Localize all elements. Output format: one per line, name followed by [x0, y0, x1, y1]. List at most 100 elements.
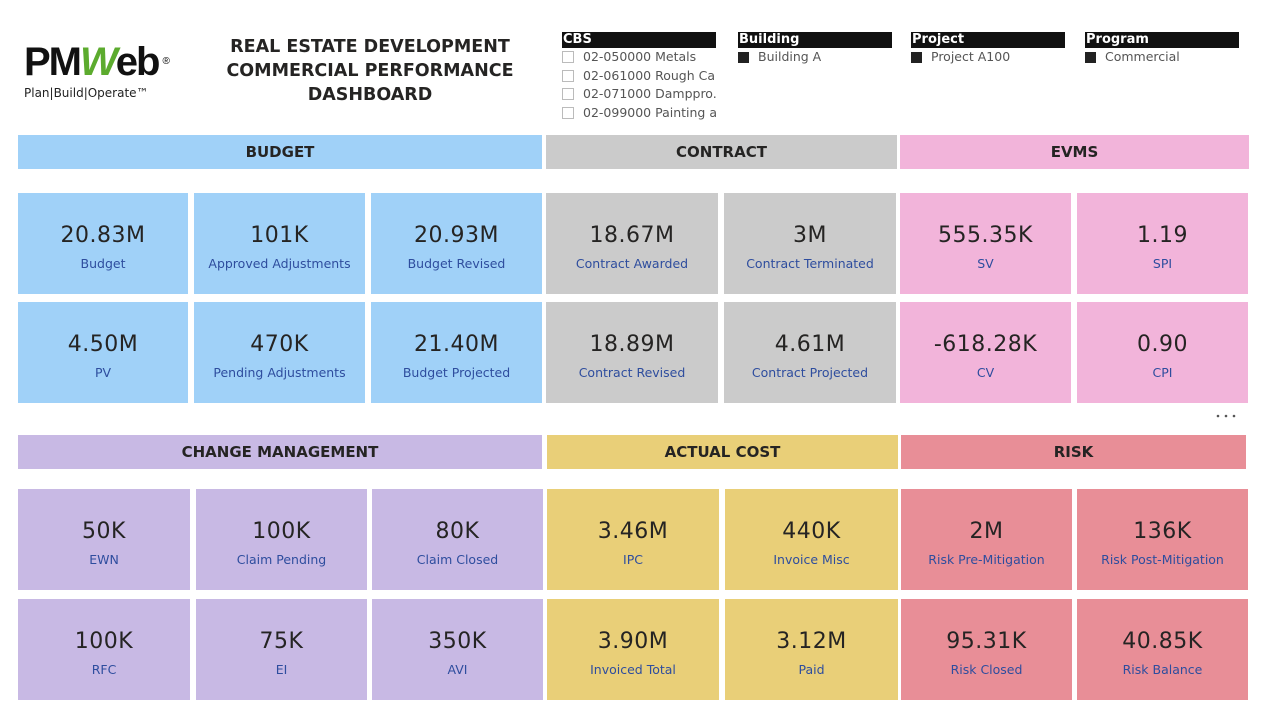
more-options[interactable] [1208, 406, 1244, 426]
selected-box [738, 51, 749, 63]
kpi-value: 440K [782, 519, 841, 544]
kpi-label: EI [275, 662, 288, 677]
logo: PMWeb ® Plan|Build|Operate™ [24, 40, 170, 100]
kpi-label: Contract Terminated [746, 256, 874, 271]
section-header: RISK [901, 435, 1246, 469]
kpi-label: Claim Pending [236, 552, 327, 567]
kpi-value: 20.93M [414, 223, 499, 248]
logo-registered: ® [162, 56, 170, 67]
slicer-item-label: 02-050000 Metals [583, 49, 697, 65]
section-header: CONTRACT [546, 135, 897, 169]
kpi-value: 470K [250, 332, 309, 357]
kpi-value: 50K [82, 519, 126, 544]
kpi-card: 20.83M Budget [18, 193, 188, 294]
kpi-value: 21.40M [414, 332, 499, 357]
kpi-label: CPI [1152, 365, 1173, 380]
slicer[interactable]: Project Project A100 [911, 32, 1065, 66]
slicer-item-label: Commercial [1105, 49, 1180, 64]
kpi-card: 4.50M PV [18, 302, 188, 403]
kpi-label: Risk Post-Mitigation [1101, 552, 1224, 567]
dashboard-title: REAL ESTATE DEVELOPMENT COMMERCIAL PERFOR… [220, 35, 520, 107]
logo-word: PMWeb ® [24, 40, 170, 84]
slicer-item[interactable]: Project A100 [911, 48, 1065, 66]
logo-mark: W [80, 40, 118, 84]
kpi-value: 80K [435, 519, 480, 544]
slicer-item[interactable]: 02-050000 Metals [562, 48, 716, 67]
kpi-value: 18.67M [589, 223, 675, 248]
logo-prefix: PM [24, 40, 82, 84]
kpi-value: 3.46M [597, 519, 669, 544]
kpi-card: 18.67M Contract Awarded [546, 193, 718, 294]
kpi-card: 4.61M Contract Projected [724, 302, 896, 403]
slicer-item[interactable]: 02-061000 Rough Car... [562, 67, 716, 86]
kpi-card: 101K Approved Adjustments [194, 193, 365, 294]
slicer-item[interactable]: 02-099000 Painting a... [562, 104, 716, 123]
kpi-label: Pending Adjustments [213, 365, 346, 380]
title-line: DASHBOARD [307, 85, 433, 105]
kpi-value: 20.83M [60, 223, 146, 248]
kpi-label: PV [94, 365, 112, 380]
kpi-card: 100K Claim Pending [196, 489, 367, 590]
checkbox [562, 88, 574, 101]
slicer-item-label: 02-099000 Painting a... [583, 104, 716, 120]
kpi-value: 4.50M [67, 332, 139, 357]
slicer-title: Program [1085, 32, 1239, 48]
kpi-value: 100K [252, 519, 311, 544]
kpi-card: 20.93M Budget Revised [371, 193, 542, 294]
slicer-title: CBS [562, 32, 716, 48]
kpi-value: 3M [793, 223, 827, 248]
section-header: ACTUAL COST [547, 435, 898, 469]
kpi-card: 100K RFC [18, 599, 190, 700]
slicer-item-label: 02-061000 Rough Car... [583, 67, 716, 83]
kpi-label: Contract Revised [578, 365, 686, 380]
kpi-label: Contract Projected [751, 365, 869, 380]
slicer[interactable]: Program Commercial [1085, 32, 1239, 66]
slicer-item[interactable]: Building A [738, 48, 892, 66]
slicer[interactable]: Building Building A [738, 32, 892, 66]
slicer-item[interactable]: 02-071000 Damppro... [562, 85, 716, 104]
kpi-card: 95.31K Risk Closed [901, 599, 1072, 700]
kpi-value: 75K [259, 629, 304, 654]
kpi-label: IPC [623, 552, 643, 567]
kpi-card: 40.85K Risk Balance [1077, 599, 1248, 700]
kpi-card: 440K Invoice Misc [725, 489, 898, 590]
kpi-value: 4.61M [774, 332, 846, 357]
kpi-label: Invoiced Total [590, 662, 676, 677]
kpi-label: SV [977, 256, 994, 271]
kpi-label: Risk Pre-Mitigation [928, 552, 1045, 567]
slicer-title: Building [738, 32, 892, 48]
title-line: REAL ESTATE DEVELOPMENT [230, 37, 510, 57]
kpi-card: 50K EWN [18, 489, 190, 590]
kpi-value: 1.19 [1137, 223, 1188, 248]
slicer-item-label: 02-071000 Damppro... [583, 86, 716, 102]
kpi-card: 555.35K SV [900, 193, 1071, 294]
kpi-value: 3.90M [597, 629, 669, 654]
kpi-value: 3.12M [776, 629, 847, 654]
kpi-card: 3.12M Paid [725, 599, 898, 700]
kpi-label: Invoice Misc [773, 552, 850, 567]
section-header: CHANGE MANAGEMENT [18, 435, 542, 469]
kpi-label: Budget [80, 256, 126, 271]
kpi-value: -618.28K [933, 332, 1038, 357]
title-line: COMMERCIAL PERFORMANCE [226, 61, 514, 81]
kpi-label: SPI [1152, 256, 1173, 271]
slicer-title: Project [911, 32, 1065, 48]
kpi-label: Paid [798, 662, 825, 677]
kpi-label: EWN [89, 552, 119, 567]
checkbox [562, 69, 574, 82]
kpi-value: 100K [74, 629, 134, 654]
kpi-label: Approved Adjustments [208, 256, 351, 271]
kpi-value: 18.89M [589, 332, 675, 357]
slicer-item[interactable]: Commercial [1085, 48, 1239, 66]
kpi-card: 0.90 CPI [1077, 302, 1248, 403]
kpi-card: 350K AVI [372, 599, 543, 700]
kpi-card: 1.19 SPI [1077, 193, 1248, 294]
slicer-item-label: Project A100 [931, 49, 1011, 64]
kpi-card: 21.40M Budget Projected [371, 302, 542, 403]
kpi-label: Budget Revised [407, 256, 506, 271]
section-header: EVMS [900, 135, 1249, 169]
kpi-value: 136K [1133, 519, 1192, 544]
selected-box [911, 51, 922, 63]
